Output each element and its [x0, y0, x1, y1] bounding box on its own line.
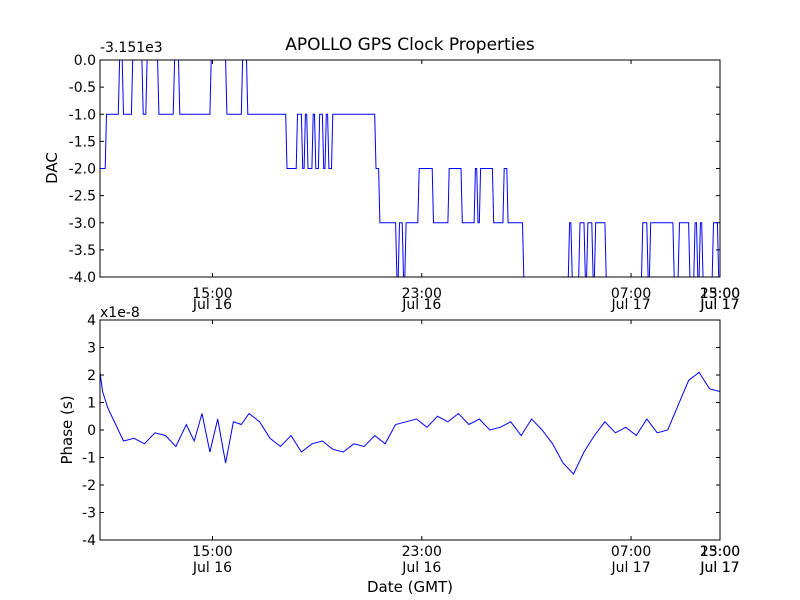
dac-offset-text: -3.151e3	[100, 40, 163, 56]
phase-axes-frame	[99, 319, 721, 541]
y-tick-label: -3.0	[69, 216, 96, 232]
y-tick-label: 0	[87, 423, 96, 439]
phase-ylabel: Phase (s)	[58, 395, 76, 464]
dac-axes-frame	[99, 59, 721, 278]
x-tick-date-label: Jul 17	[699, 560, 739, 576]
y-tick-label: -4.0	[69, 270, 96, 286]
x-tick-date-label: Jul 16	[192, 560, 232, 576]
x-tick-label: 15:00	[192, 286, 232, 302]
x-tick-date-label: Jul 16	[401, 560, 441, 576]
x-tick-date-label: Jul 17	[699, 297, 739, 313]
y-tick-label: 0.0	[74, 53, 96, 69]
x-tick-date-label: Jul 17	[610, 297, 650, 313]
x-tick-label: 23:00	[700, 286, 740, 302]
x-tick-label: 15:00	[192, 544, 232, 560]
y-tick-label: -2	[82, 478, 96, 494]
x-tick-label: 07:00	[611, 544, 651, 560]
dac-panel: -3.151e3 DAC -4.0 -3.5 -3.0 -2.5 -2.0 -1.5 -1.…	[43, 40, 740, 313]
y-tick-label: -2.0	[69, 162, 96, 178]
x-tick-date-label: Jul 16	[192, 297, 232, 313]
x-tick-date-label: Jul 16	[401, 297, 441, 313]
y-tick-label: 3	[87, 341, 96, 357]
x-tick-label: 23:00	[402, 286, 442, 302]
y-tick-label: -2.5	[69, 189, 96, 205]
y-tick-label: 1	[87, 396, 96, 412]
y-tick-label: -0.5	[69, 80, 96, 96]
x-axis-label: Date (GMT)	[367, 578, 453, 596]
y-tick-label: -1	[82, 451, 96, 467]
y-tick-label: -3	[82, 506, 96, 522]
figure-title: APOLLO GPS Clock Properties	[285, 35, 535, 55]
x-tick-label: 07:00	[611, 286, 651, 302]
y-tick-label: 4	[87, 313, 96, 329]
y-tick-label: -1.0	[69, 107, 96, 123]
x-tick-label: 15:00	[700, 544, 740, 560]
x-tick-label: 23:00	[402, 544, 442, 560]
x-tick-date-label: Jul 17	[699, 297, 739, 313]
dac-ticks: -4.0 -3.5 -3.0 -2.5 -2.0 -1.5 -1.0 -0.5 0.0 15:00…	[69, 53, 741, 313]
dac-ylabel: DAC	[43, 152, 61, 184]
y-tick-label: -1.5	[69, 134, 96, 150]
y-tick-label: 2	[87, 368, 96, 384]
y-tick-label: -4	[82, 533, 96, 549]
x-tick-label: 15:00	[700, 286, 740, 302]
x-tick-date-label: Jul 17	[699, 560, 739, 576]
x-tick-label: 23:00	[700, 544, 740, 560]
y-tick-label: -3.5	[69, 243, 96, 259]
phase-offset-text: x1e-8	[100, 305, 140, 321]
x-tick-date-label: Jul 17	[610, 560, 650, 576]
